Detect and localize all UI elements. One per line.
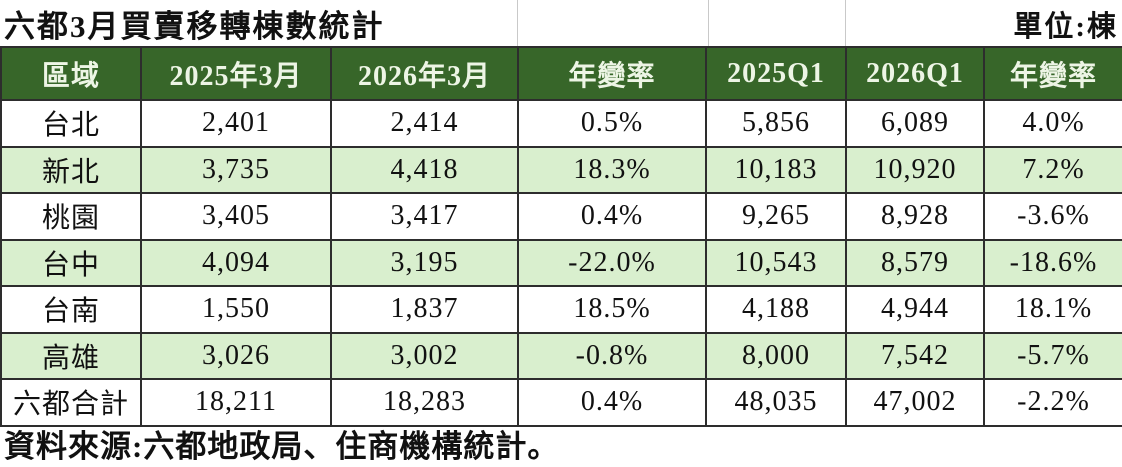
- page-title: 六都3月買賣移轉棟數統計: [4, 8, 385, 44]
- title-gridline: [845, 0, 846, 46]
- header-row: 區域 2025年3月 2026年3月 年變率 2025Q1 2026Q1 年變率: [0, 46, 1122, 101]
- cell-value: 4,188: [705, 285, 847, 334]
- cell-value: 0.4%: [517, 192, 707, 241]
- cell-value: 3,026: [140, 331, 332, 380]
- cell-value: 3,735: [140, 145, 332, 194]
- source-note: 資料來源:六都地政局、住商機構統計。: [4, 428, 560, 464]
- cell-value: 8,000: [705, 331, 847, 380]
- table-row-taichung: 台中 4,094 3,195 -22.0% 10,543 8,579 -18.6…: [0, 238, 1122, 287]
- cell-value: 10,183: [705, 145, 847, 194]
- cell-value: -18.6%: [983, 238, 1122, 287]
- table-row-new-taipei: 新北 3,735 4,418 18.3% 10,183 10,920 7.2%: [0, 145, 1122, 194]
- cell-value: 6,089: [845, 99, 985, 148]
- cell-value: 1,550: [140, 285, 332, 334]
- cell-value: 18,283: [330, 378, 519, 427]
- cell-value: 2,401: [140, 99, 332, 148]
- cell-value: 18.5%: [517, 285, 707, 334]
- cell-value: 1,837: [330, 285, 519, 334]
- cell-region: 台南: [0, 285, 142, 334]
- column-header-q1-2025: 2025Q1: [705, 46, 847, 101]
- cell-value: 4.0%: [983, 99, 1122, 148]
- cell-value: -5.7%: [983, 331, 1122, 380]
- cell-value: 8,579: [845, 238, 985, 287]
- cell-value: -3.6%: [983, 192, 1122, 241]
- table-row-total: 六都合計 18,211 18,283 0.4% 48,035 47,002 -2…: [0, 378, 1122, 427]
- table-row-tainan: 台南 1,550 1,837 18.5% 4,188 4,944 18.1%: [0, 285, 1122, 334]
- column-header-yoy-quarter: 年變率: [983, 46, 1122, 101]
- cell-value: 4,094: [140, 238, 332, 287]
- cell-region: 台北: [0, 99, 142, 148]
- unit-label: 單位:棟: [1013, 11, 1118, 44]
- column-header-month-2026: 2026年3月: [330, 46, 519, 101]
- title-gridline: [708, 0, 709, 46]
- cell-value: 8,928: [845, 192, 985, 241]
- cell-region: 桃園: [0, 192, 142, 241]
- cell-value: 9,265: [705, 192, 847, 241]
- title-row: 六都3月買賣移轉棟數統計 單位:棟: [0, 0, 1122, 46]
- cell-value: 3,195: [330, 238, 519, 287]
- cell-value: 7,542: [845, 331, 985, 380]
- cell-value: -0.8%: [517, 331, 707, 380]
- cell-value: 48,035: [705, 378, 847, 427]
- cell-value: 18.1%: [983, 285, 1122, 334]
- column-header-month-2025: 2025年3月: [140, 46, 332, 101]
- stats-table: 區域 2025年3月 2026年3月 年變率 2025Q1 2026Q1 年變率…: [0, 46, 1122, 427]
- table-row-taipei: 台北 2,401 2,414 0.5% 5,856 6,089 4.0%: [0, 99, 1122, 148]
- cell-region: 台中: [0, 238, 142, 287]
- table-row-kaohsiung: 高雄 3,026 3,002 -0.8% 8,000 7,542 -5.7%: [0, 331, 1122, 380]
- cell-value: 0.4%: [517, 378, 707, 427]
- cell-value: 10,920: [845, 145, 985, 194]
- cell-value: 18,211: [140, 378, 332, 427]
- cell-region: 新北: [0, 145, 142, 194]
- cell-region: 六都合計: [0, 378, 142, 427]
- cell-value: -2.2%: [983, 378, 1122, 427]
- cell-region: 高雄: [0, 331, 142, 380]
- cell-value: 3,417: [330, 192, 519, 241]
- cell-value: 7.2%: [983, 145, 1122, 194]
- cell-value: 3,405: [140, 192, 332, 241]
- title-gridline: [517, 0, 518, 46]
- cell-value: 10,543: [705, 238, 847, 287]
- table-row-taoyuan: 桃園 3,405 3,417 0.4% 9,265 8,928 -3.6%: [0, 192, 1122, 241]
- cell-value: 5,856: [705, 99, 847, 148]
- cell-value: 47,002: [845, 378, 985, 427]
- column-header-q1-2026: 2026Q1: [845, 46, 985, 101]
- cell-value: 18.3%: [517, 145, 707, 194]
- column-header-region: 區域: [0, 46, 142, 101]
- cell-value: 0.5%: [517, 99, 707, 148]
- cell-value: 3,002: [330, 331, 519, 380]
- cell-value: 2,414: [330, 99, 519, 148]
- cell-value: 4,944: [845, 285, 985, 334]
- cell-value: 4,418: [330, 145, 519, 194]
- column-header-yoy-month: 年變率: [517, 46, 707, 101]
- cell-value: -22.0%: [517, 238, 707, 287]
